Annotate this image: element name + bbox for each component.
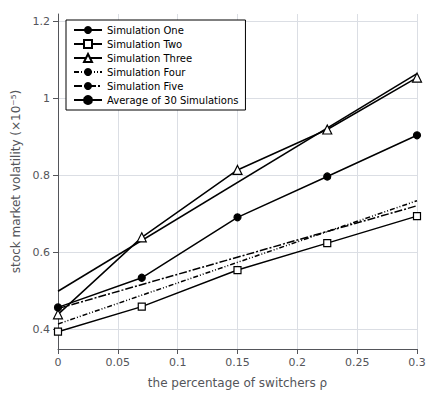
svg-text:Simulation Five: Simulation Five xyxy=(107,81,183,92)
svg-text:1.2: 1.2 xyxy=(33,15,51,28)
svg-text:Simulation One: Simulation One xyxy=(107,25,184,36)
svg-text:Average of 30 Simulations: Average of 30 Simulations xyxy=(107,95,238,106)
svg-text:0.25: 0.25 xyxy=(345,356,370,369)
svg-text:0.1: 0.1 xyxy=(169,356,187,369)
svg-text:the percentage of switchers ρ: the percentage of switchers ρ xyxy=(148,376,327,390)
svg-text:0.6: 0.6 xyxy=(33,246,51,259)
svg-text:0.05: 0.05 xyxy=(106,356,131,369)
svg-text:0.8: 0.8 xyxy=(33,169,51,182)
svg-text:0.3: 0.3 xyxy=(408,356,426,369)
svg-text:0: 0 xyxy=(55,356,62,369)
svg-text:stock market volatility (×10⁻⁵: stock market volatility (×10⁻⁵) xyxy=(9,90,23,273)
svg-text:0.2: 0.2 xyxy=(289,356,307,369)
svg-text:Simulation Three: Simulation Three xyxy=(107,53,192,64)
svg-text:Simulation Two: Simulation Two xyxy=(107,39,182,50)
svg-text:1: 1 xyxy=(43,92,50,105)
svg-text:0.4: 0.4 xyxy=(33,323,51,336)
svg-text:Simulation Four: Simulation Four xyxy=(107,67,186,78)
svg-text:0.15: 0.15 xyxy=(225,356,250,369)
